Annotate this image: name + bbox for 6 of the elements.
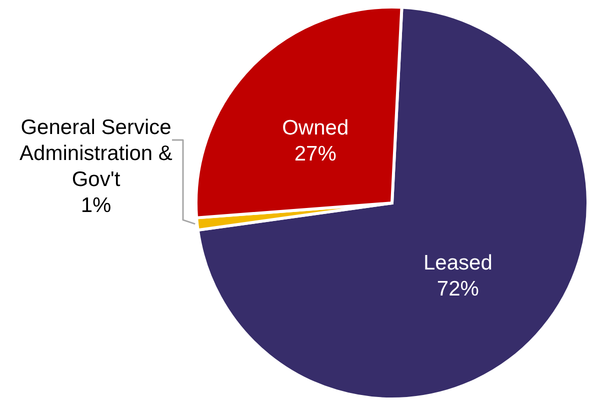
slice-label: Leased (423, 251, 492, 274)
data-label: 1% (80, 194, 112, 217)
slice-label: Owned (282, 116, 349, 140)
data-label: 27% (294, 142, 336, 166)
slice-label: General Service Administration & Gov't (20, 116, 172, 191)
data-label: 72% (436, 277, 479, 300)
